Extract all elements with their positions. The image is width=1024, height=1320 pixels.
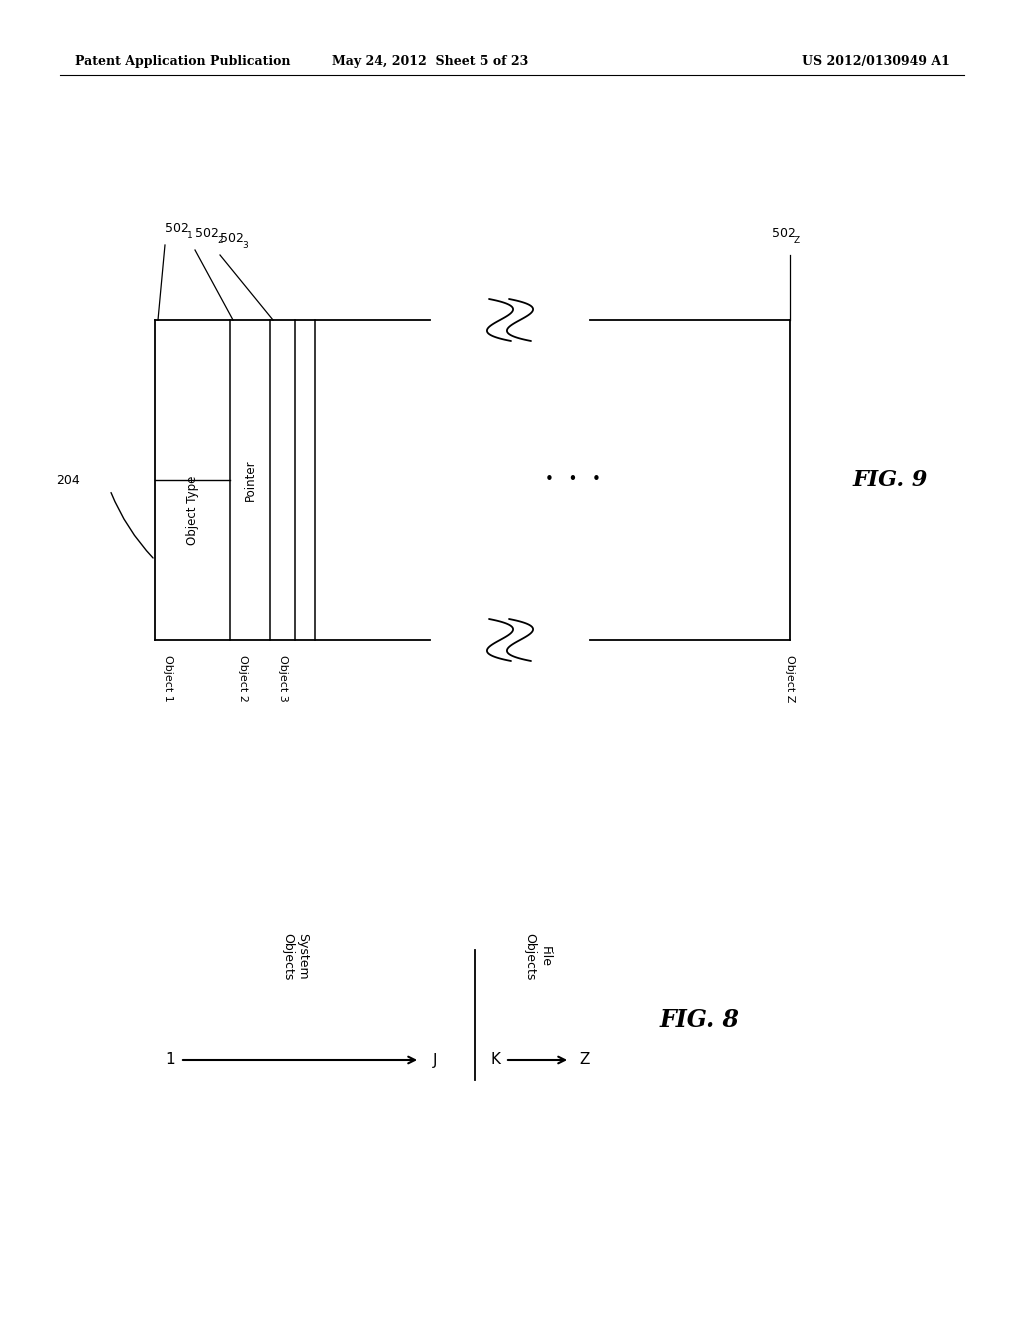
Text: Z: Z — [580, 1052, 590, 1068]
Text: Patent Application Publication: Patent Application Publication — [75, 55, 291, 69]
Text: FIG. 9: FIG. 9 — [852, 469, 928, 491]
Text: 1: 1 — [187, 231, 193, 240]
Text: 502: 502 — [220, 232, 244, 246]
Text: Object 1: Object 1 — [163, 655, 173, 702]
Text: US 2012/0130949 A1: US 2012/0130949 A1 — [802, 55, 950, 69]
Text: 502: 502 — [772, 227, 796, 240]
Text: 2: 2 — [217, 236, 222, 246]
Text: 1: 1 — [165, 1052, 175, 1068]
Text: 502: 502 — [165, 222, 188, 235]
Text: 3: 3 — [242, 242, 248, 249]
Text: File
Objects: File Objects — [523, 933, 552, 979]
Text: May 24, 2012  Sheet 5 of 23: May 24, 2012 Sheet 5 of 23 — [332, 55, 528, 69]
Text: Object 3: Object 3 — [278, 655, 288, 702]
Text: FIG. 8: FIG. 8 — [660, 1008, 740, 1032]
Text: Object 2: Object 2 — [238, 655, 248, 702]
Text: Z: Z — [794, 236, 800, 246]
Text: Object Z: Object Z — [785, 655, 795, 702]
Text: System
Objects: System Objects — [281, 933, 309, 979]
Text: K: K — [490, 1052, 500, 1068]
Text: •   •   •: • • • — [545, 473, 600, 487]
Text: Object Type: Object Type — [186, 475, 199, 545]
Text: J: J — [433, 1052, 437, 1068]
Text: 204: 204 — [56, 474, 80, 487]
Text: 502: 502 — [195, 227, 219, 240]
Text: Pointer: Pointer — [244, 459, 256, 500]
